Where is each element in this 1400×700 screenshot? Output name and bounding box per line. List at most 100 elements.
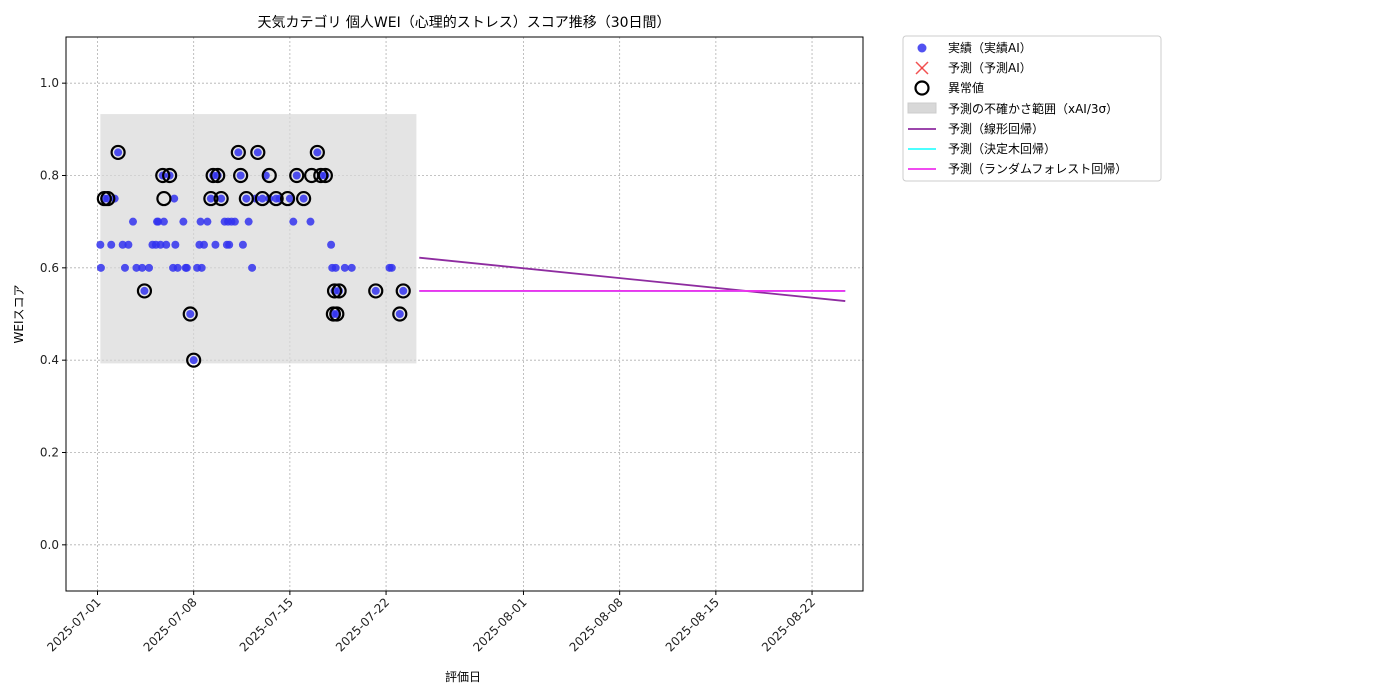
anomaly-marker (368, 283, 384, 299)
anomaly-marker (136, 283, 153, 299)
data-point (138, 263, 147, 272)
data-point (132, 263, 141, 272)
y-tick-label: 0.2 (40, 446, 59, 460)
legend: 実績（実績AI） 予測（予測AI） 異常値 予測の不確かさ範囲（xAI/3σ） … (902, 35, 1162, 182)
y-tick-label: 0.4 (40, 353, 59, 367)
data-point (186, 310, 195, 318)
data-point (118, 240, 127, 249)
data-point (140, 286, 149, 295)
data-point (120, 263, 129, 272)
y-tick-label: 1.0 (40, 76, 59, 90)
anomaly-marker (213, 190, 229, 207)
data-point (327, 240, 336, 249)
y-tick-label: 0.0 (40, 538, 59, 552)
data-point (203, 217, 212, 226)
data-point (179, 217, 188, 226)
data-point (236, 171, 245, 180)
data-point (230, 217, 239, 226)
data-point (253, 148, 262, 157)
anomaly-marker (203, 190, 219, 207)
data-point (96, 263, 105, 272)
anomaly-marker (289, 167, 305, 184)
data-point (189, 356, 198, 365)
legend-predicted-marker (915, 61, 929, 75)
anomaly-marker (162, 167, 178, 184)
anomaly-marker (296, 190, 312, 207)
anomaly-marker (309, 144, 325, 161)
data-point (371, 286, 380, 295)
plot-frame (65, 36, 864, 592)
data-point (347, 263, 356, 272)
anomaly-marker (110, 144, 126, 161)
data-point (289, 217, 298, 226)
legend-label-predicted: 予測（予測AI） (948, 61, 1032, 75)
anomaly-marker (261, 167, 277, 184)
data-point (196, 217, 205, 226)
legend-label-tree: 予測（決定木回帰） (948, 141, 1056, 156)
data-point (399, 286, 408, 295)
data-point (292, 171, 301, 180)
legend-box (902, 35, 1162, 182)
anomaly-marker (250, 144, 266, 161)
data-point (170, 194, 179, 203)
data-point (258, 194, 267, 203)
data-point (387, 263, 396, 272)
data-point (156, 240, 165, 249)
anomaly-marker (210, 167, 226, 184)
data-point (154, 217, 163, 226)
anomaly-marker (268, 190, 284, 207)
data-point (395, 310, 404, 318)
x-axis-label: 評価日 (445, 669, 481, 684)
data-point (248, 263, 257, 272)
anomaly-marker (100, 190, 116, 207)
legend-label-forest: 予測（ランダムフォレスト回帰） (948, 161, 1127, 176)
data-point (162, 240, 171, 249)
anomaly-marker (329, 306, 345, 322)
data-point (197, 263, 206, 272)
data-point (211, 240, 220, 249)
data-point (225, 240, 234, 249)
data-point (306, 217, 315, 226)
anomaly-marker (230, 144, 246, 161)
anomaly-marker (317, 167, 333, 184)
data-point (244, 217, 253, 226)
anomaly-marker (233, 167, 249, 184)
data-point (124, 240, 133, 249)
anomaly-marker (186, 352, 202, 368)
anomaly-marker (155, 167, 171, 184)
anomaly-marker (238, 190, 254, 207)
y-tick-label: 0.6 (40, 261, 59, 275)
data-point (299, 194, 308, 203)
data-point (242, 194, 251, 203)
legend-label-actual: 実績（実績AI） (948, 40, 1032, 55)
data-point (173, 263, 182, 272)
chart-title: 天気カテゴリ 個人WEI（心理的ストレス）スコア推移（30日間） (257, 14, 670, 31)
anomaly-marker (326, 283, 343, 299)
data-point (199, 240, 208, 249)
y-axis-ticks: 0.0 0.2 0.4 0.6 0.8 1.0 (40, 76, 66, 552)
legend-label-anomaly: 異常値 (948, 80, 984, 95)
data-point (206, 194, 215, 203)
anomaly-marker (395, 283, 411, 299)
data-point (96, 240, 105, 249)
anomaly-marker (313, 167, 329, 184)
anomaly-marker (279, 190, 296, 207)
data-point (313, 148, 322, 157)
data-point (238, 240, 247, 249)
data-point (114, 148, 123, 157)
anomaly-marker (182, 306, 198, 322)
prediction-lines (419, 256, 846, 302)
data-point (171, 240, 180, 249)
data-point (285, 194, 294, 203)
data-point (128, 217, 137, 226)
data-point (340, 263, 349, 272)
prediction-line-4 (419, 256, 846, 302)
data-point (331, 263, 340, 272)
legend-label-linear: 予測（線形回帰） (948, 121, 1044, 136)
data-point (107, 240, 116, 249)
legend-anomaly-marker (914, 80, 930, 96)
data-point (182, 263, 191, 272)
anomaly-marker (156, 190, 172, 207)
data-point (217, 194, 226, 203)
